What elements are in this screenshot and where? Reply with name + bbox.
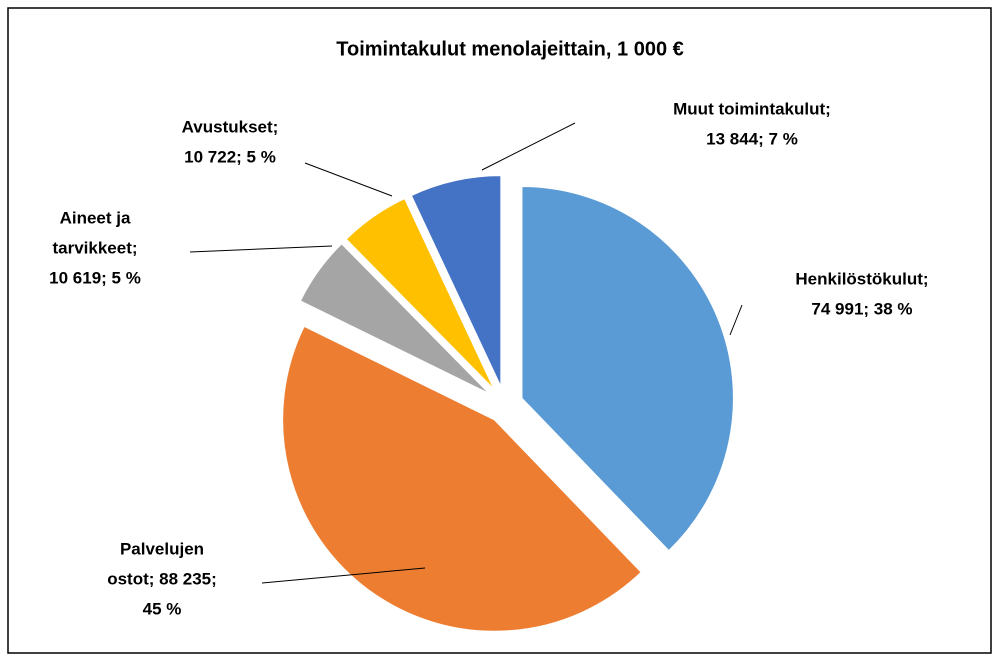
data-label: 10 619; 5 % — [49, 268, 141, 287]
data-label: Avustukset; — [182, 117, 279, 136]
data-label: 10 722; 5 % — [184, 147, 276, 166]
data-label: Palvelujen — [120, 539, 204, 558]
leader-line — [304, 162, 393, 197]
data-label: Aineet ja — [60, 208, 131, 227]
data-label: Henkilöstökulut; — [795, 269, 928, 288]
data-label: tarvikkeet; — [52, 238, 137, 257]
pie-slice — [299, 242, 491, 396]
leader-line — [189, 245, 333, 253]
pie-slice — [410, 174, 502, 388]
data-label: ostot; 88 235; — [107, 569, 217, 588]
chart-title: Toimintakulut menolajeittain, 1 000 € — [336, 38, 684, 60]
leader-line — [261, 567, 426, 584]
data-label: 74 991; 38 % — [811, 299, 912, 318]
pie-slice — [520, 185, 735, 552]
pie-slice — [281, 325, 643, 633]
leader-line — [481, 122, 576, 171]
leader-line — [729, 304, 743, 336]
data-label: 45 % — [143, 599, 182, 618]
data-label: 13 844; 7 % — [706, 129, 798, 148]
pie-slice — [344, 197, 496, 391]
data-label: Muut toimintakulut; — [673, 99, 831, 118]
